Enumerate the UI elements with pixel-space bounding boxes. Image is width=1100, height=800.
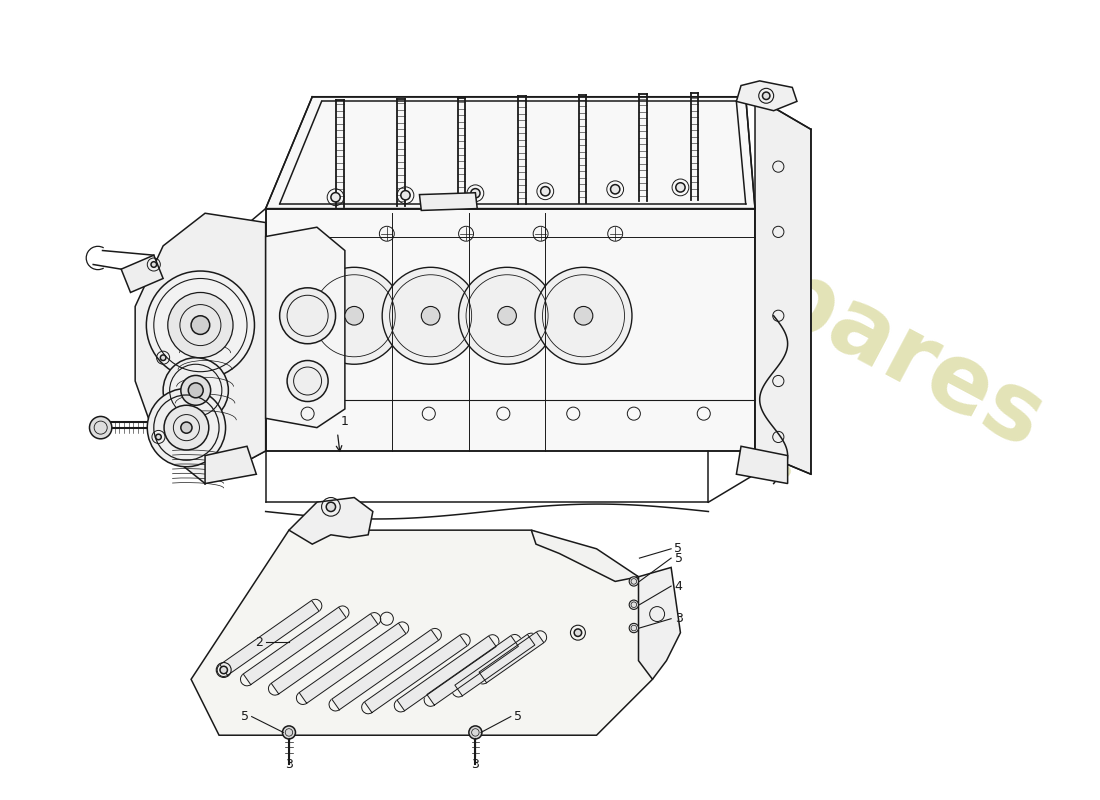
Polygon shape (220, 601, 319, 675)
Polygon shape (364, 635, 468, 713)
Circle shape (279, 288, 335, 344)
Circle shape (470, 727, 481, 738)
Circle shape (180, 375, 211, 406)
Circle shape (345, 306, 363, 325)
Circle shape (535, 267, 632, 364)
Text: eurospares: eurospares (488, 107, 1059, 469)
Polygon shape (266, 227, 345, 428)
Circle shape (147, 389, 226, 466)
Polygon shape (299, 623, 406, 703)
Circle shape (471, 189, 480, 198)
Polygon shape (455, 634, 535, 696)
Circle shape (327, 502, 336, 511)
Circle shape (168, 293, 233, 358)
Polygon shape (736, 446, 788, 483)
Circle shape (382, 267, 480, 364)
Circle shape (469, 726, 482, 739)
Circle shape (283, 726, 296, 739)
Circle shape (574, 306, 593, 325)
Circle shape (498, 306, 516, 325)
Polygon shape (289, 498, 373, 544)
Polygon shape (736, 81, 798, 110)
Circle shape (89, 417, 112, 439)
Polygon shape (638, 567, 681, 679)
Text: 3: 3 (675, 612, 683, 626)
Polygon shape (531, 530, 638, 582)
Circle shape (629, 600, 638, 610)
Circle shape (306, 267, 403, 364)
Polygon shape (480, 632, 543, 682)
Circle shape (287, 361, 328, 402)
Text: 5: 5 (675, 552, 683, 565)
Text: 2: 2 (255, 635, 263, 649)
Polygon shape (243, 607, 346, 685)
Circle shape (151, 262, 156, 267)
Polygon shape (397, 636, 496, 710)
Circle shape (459, 267, 556, 364)
Polygon shape (332, 630, 439, 710)
Polygon shape (191, 530, 652, 735)
Circle shape (146, 271, 254, 379)
Circle shape (540, 186, 550, 196)
Circle shape (220, 666, 228, 674)
Circle shape (629, 577, 638, 586)
Circle shape (610, 185, 620, 194)
Circle shape (400, 190, 410, 200)
Polygon shape (755, 97, 811, 474)
Circle shape (762, 92, 770, 99)
Text: 5: 5 (241, 710, 249, 723)
Circle shape (629, 623, 638, 633)
Circle shape (180, 422, 192, 434)
Circle shape (163, 358, 229, 423)
Text: 1: 1 (341, 414, 349, 428)
Circle shape (188, 383, 204, 398)
Circle shape (421, 306, 440, 325)
Text: 4: 4 (675, 579, 683, 593)
Text: a passion for parts since 1985: a passion for parts since 1985 (471, 296, 798, 485)
Circle shape (331, 193, 340, 202)
Circle shape (574, 629, 582, 637)
Circle shape (675, 182, 685, 192)
Polygon shape (427, 636, 518, 705)
Polygon shape (272, 614, 378, 694)
Polygon shape (135, 214, 266, 483)
Text: 5: 5 (514, 710, 521, 723)
Text: 5: 5 (674, 542, 682, 555)
Polygon shape (205, 446, 256, 483)
Polygon shape (266, 97, 755, 209)
Circle shape (164, 406, 209, 450)
Polygon shape (266, 209, 755, 451)
Text: 3: 3 (472, 758, 480, 770)
Polygon shape (121, 255, 163, 293)
Text: 3: 3 (285, 758, 293, 770)
Circle shape (284, 727, 295, 738)
Polygon shape (419, 193, 477, 210)
Circle shape (161, 355, 166, 361)
Circle shape (156, 434, 162, 440)
Circle shape (191, 316, 210, 334)
